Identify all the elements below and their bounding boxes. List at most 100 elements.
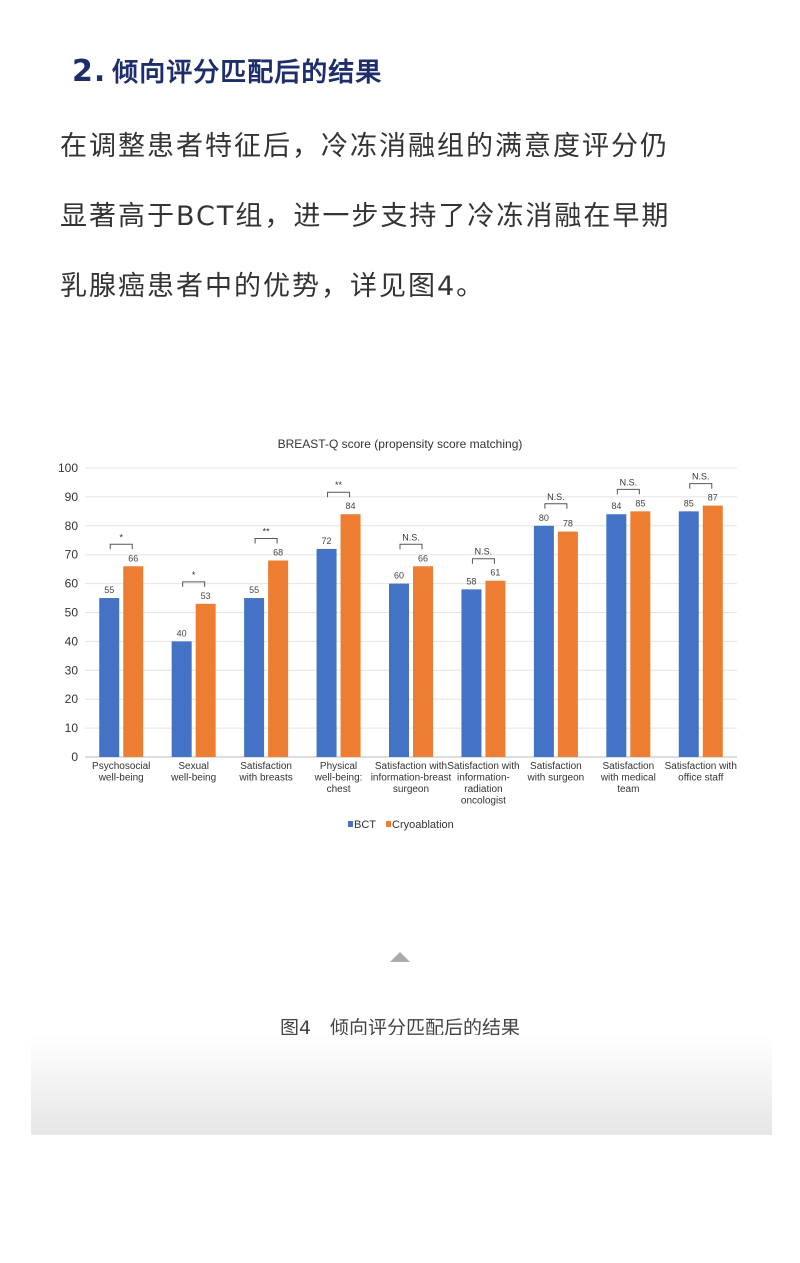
x-tick-label: oncologist: [461, 796, 506, 807]
y-tick-label: 90: [65, 490, 79, 504]
fade-overlay: [31, 1035, 772, 1135]
caret-up-icon[interactable]: [390, 952, 410, 962]
x-tick-label: office staff: [678, 773, 723, 784]
significance-bracket: [616, 488, 640, 495]
section-number: 2.: [72, 54, 107, 89]
data-label: 66: [418, 553, 428, 563]
x-tick-label: information-breast: [371, 773, 452, 784]
y-tick-label: 30: [65, 663, 79, 677]
legend-label: Cryoablation: [392, 819, 454, 831]
legend-label: BCT: [354, 819, 376, 831]
x-tick-label: Satisfaction: [240, 761, 292, 772]
significance-label: *: [119, 532, 123, 542]
bar-bct: [99, 598, 120, 757]
data-label: 78: [563, 519, 573, 529]
section-title: 倾向评分匹配后的结果: [112, 58, 383, 88]
bar-cryoablation: [123, 566, 144, 757]
x-tick-label: Psychosocial: [92, 761, 150, 772]
significance-bracket: [471, 558, 495, 564]
x-tick-label: with surgeon: [527, 773, 585, 784]
significance-label: N.S.: [475, 547, 493, 557]
x-tick-label: Satisfaction: [602, 761, 654, 772]
significance-label: *: [192, 570, 196, 580]
x-tick-label: well-being: [98, 773, 144, 784]
significance-label: N.S.: [402, 532, 420, 542]
x-tick-label: information-: [457, 773, 510, 784]
section-heading: 2. 倾向评分匹配后的结果: [72, 52, 382, 89]
chart-title: BREAST-Q score (propensity score matchin…: [278, 437, 523, 451]
y-tick-label: 10: [65, 721, 79, 735]
bar-bct: [389, 583, 409, 757]
bar-cryoablation: [340, 514, 361, 757]
y-tick-label: 40: [65, 634, 79, 648]
significance-bracket: [689, 483, 713, 489]
x-tick-label: with medical: [600, 773, 656, 784]
x-tick-label: radiation: [464, 784, 502, 795]
bar-cryoablation: [630, 511, 651, 757]
significance-bracket: [399, 543, 423, 550]
x-tick-label: Satisfaction with: [665, 761, 737, 772]
data-label: 53: [201, 591, 211, 601]
data-label: 84: [346, 501, 356, 511]
y-tick-label: 70: [65, 548, 79, 562]
bar-bct: [606, 514, 627, 757]
significance-bracket: [327, 491, 351, 498]
data-label: 40: [177, 628, 187, 638]
x-tick-label: chest: [327, 784, 351, 795]
x-tick-label: Physical: [320, 761, 357, 772]
y-tick-label: 20: [65, 692, 79, 706]
bar-cryoablation: [702, 505, 723, 757]
data-label: 85: [684, 498, 694, 508]
data-label: 80: [539, 513, 549, 523]
x-tick-label: with breasts: [238, 773, 292, 784]
x-tick-label: team: [617, 784, 639, 795]
paragraph-line: 显著高于BCT组，进一步支持了冷冻消融在早期: [60, 201, 671, 232]
data-label: 72: [322, 536, 332, 546]
x-tick-label: Satisfaction with: [375, 761, 447, 772]
bar-bct: [533, 525, 554, 757]
data-label: 87: [708, 493, 718, 503]
bar-bct: [461, 589, 482, 757]
breast-q-bar-chart: BREAST-Q score (propensity score matchin…: [58, 437, 737, 831]
x-tick-label: surgeon: [393, 784, 429, 795]
bar-cryoablation: [195, 603, 216, 757]
bar-bct: [244, 598, 265, 757]
y-tick-label: 0: [71, 750, 78, 764]
data-label: 85: [635, 498, 645, 508]
significance-label: N.S.: [620, 477, 638, 487]
x-tick-label: well-being: [170, 773, 216, 784]
data-label: 68: [273, 547, 283, 557]
y-tick-label: 100: [58, 461, 78, 475]
significance-bracket: [109, 543, 133, 550]
significance-label: **: [335, 480, 343, 490]
bar-cryoablation: [557, 531, 578, 757]
significance-label: **: [263, 526, 271, 536]
legend-swatch: [348, 821, 353, 827]
significance-label: N.S.: [547, 492, 565, 502]
bar-cryoablation: [268, 560, 289, 757]
significance-label: N.S.: [692, 472, 710, 482]
data-label: 84: [611, 501, 621, 511]
data-label: 55: [104, 585, 114, 595]
y-tick-label: 60: [65, 577, 79, 591]
figure-caption: 图4 倾向评分匹配后的结果: [279, 1017, 521, 1039]
legend-swatch: [386, 821, 391, 827]
x-tick-label: Satisfaction: [530, 761, 582, 772]
significance-bracket: [182, 581, 206, 587]
x-tick-label: well-being:: [314, 773, 363, 784]
significance-bracket: [544, 503, 568, 509]
data-label: 61: [490, 568, 500, 578]
x-tick-label: Satisfaction with: [447, 761, 519, 772]
y-tick-label: 50: [65, 606, 79, 620]
data-label: 55: [249, 585, 259, 595]
paragraph-line: 乳腺癌患者中的优势，详见图4。: [60, 271, 486, 302]
y-tick-label: 80: [65, 519, 79, 533]
bar-cryoablation: [413, 566, 433, 757]
bar-bct: [316, 548, 337, 757]
data-label: 66: [128, 553, 138, 563]
bar-bct: [171, 641, 192, 757]
significance-bracket: [254, 537, 278, 544]
paragraph-line: 在调整患者特征后，冷冻消融组的满意度评分仍: [60, 131, 669, 162]
bar-cryoablation: [485, 580, 506, 757]
data-label: 60: [394, 571, 404, 581]
